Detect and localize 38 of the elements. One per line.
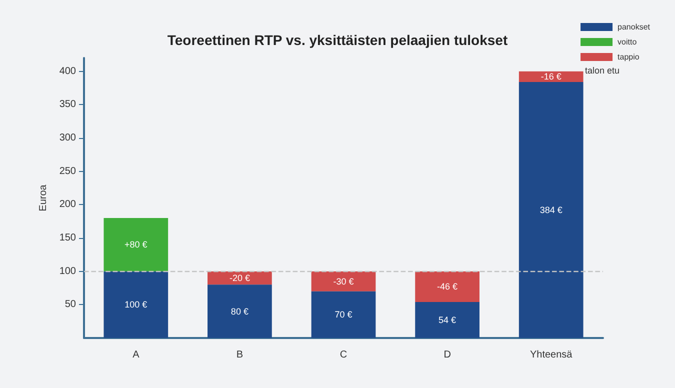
y-tick-label: 350 <box>59 99 76 110</box>
y-tick-label: 150 <box>59 232 76 244</box>
annotation: talon etu <box>585 66 620 76</box>
x-tick-label: D <box>444 350 451 360</box>
y-axis-title: Euroa <box>38 184 49 212</box>
legend-label: panokset <box>618 22 651 32</box>
bar <box>104 271 168 338</box>
legend-label: voitto <box>618 38 638 46</box>
bar <box>415 271 480 302</box>
data-label: -46 € <box>437 282 458 292</box>
data-label: 54 € <box>438 315 456 325</box>
data-label: 384 € <box>540 205 562 215</box>
y-tick-label: 400 <box>59 66 76 77</box>
x-tick-label: B <box>236 350 244 360</box>
bar <box>311 291 376 338</box>
x-tick-label: Yhteensä <box>530 350 573 360</box>
bar <box>518 82 584 338</box>
bar <box>518 71 584 82</box>
x-tick-label: A <box>132 350 140 360</box>
data-label: -30 € <box>333 276 354 286</box>
y-tick-label: 250 <box>59 166 76 177</box>
y-tick-label: 300 <box>59 132 76 144</box>
legend-label: tappio <box>618 52 640 62</box>
data-label: 100 € <box>124 300 148 310</box>
bar <box>311 271 376 292</box>
y-tick-label: 200 <box>59 199 76 210</box>
data-label: -16 € <box>540 72 562 82</box>
y-tick-label: 100 <box>59 266 76 277</box>
bar <box>208 284 272 338</box>
bar <box>104 218 168 272</box>
y-tick-label: 50 <box>64 299 76 310</box>
data-label: -20 € <box>229 273 250 283</box>
chart-title: Teoreettinen RTP vs. yksittäisten pelaajien tulokset <box>167 32 508 48</box>
bar <box>415 302 480 338</box>
data-label: 70 € <box>334 310 352 320</box>
data-label: +80 € <box>124 240 148 250</box>
x-tick-label: C <box>340 350 348 360</box>
data-label: 80 € <box>230 306 248 316</box>
